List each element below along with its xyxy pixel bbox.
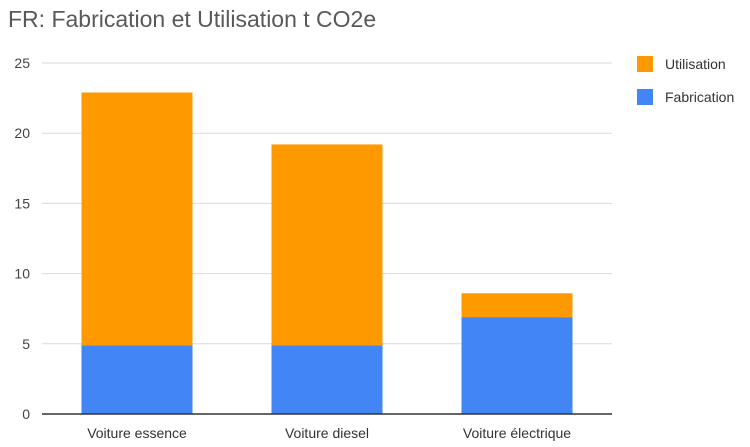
bar-utilisation-2	[271, 144, 383, 346]
bar-fabrication-2	[271, 345, 383, 414]
legend-label-utilisation: Utilisation	[665, 56, 726, 72]
bar-fabrication-1	[81, 345, 193, 414]
chart-title: FR: Fabrication et Utilisation t CO2e	[8, 6, 377, 32]
bar-utilisation-3	[461, 293, 573, 318]
x-tick-label: Voiture électrique	[463, 425, 571, 441]
y-tick-label: 25	[14, 55, 30, 71]
y-tick-label: 20	[14, 125, 30, 141]
y-tick-label: 0	[22, 406, 30, 422]
axes: 0 5 10 15 20 25 Voiture essence Voiture diesel V…	[14, 55, 612, 441]
bar-fabrication-3	[461, 317, 573, 414]
bar-utilisation-1	[81, 92, 193, 346]
bars	[81, 92, 573, 414]
x-tick-label: Voiture essence	[87, 425, 187, 441]
x-tick-label: Voiture diesel	[285, 425, 369, 441]
y-tick-label: 15	[14, 195, 30, 211]
y-tick-label: 10	[14, 266, 30, 282]
legend-swatch-fabrication	[637, 89, 653, 105]
legend-label-fabrication: Fabrication	[665, 89, 734, 105]
legend-swatch-utilisation	[637, 56, 653, 72]
legend: Utilisation Fabrication	[637, 56, 734, 105]
y-tick-label: 5	[22, 336, 30, 352]
